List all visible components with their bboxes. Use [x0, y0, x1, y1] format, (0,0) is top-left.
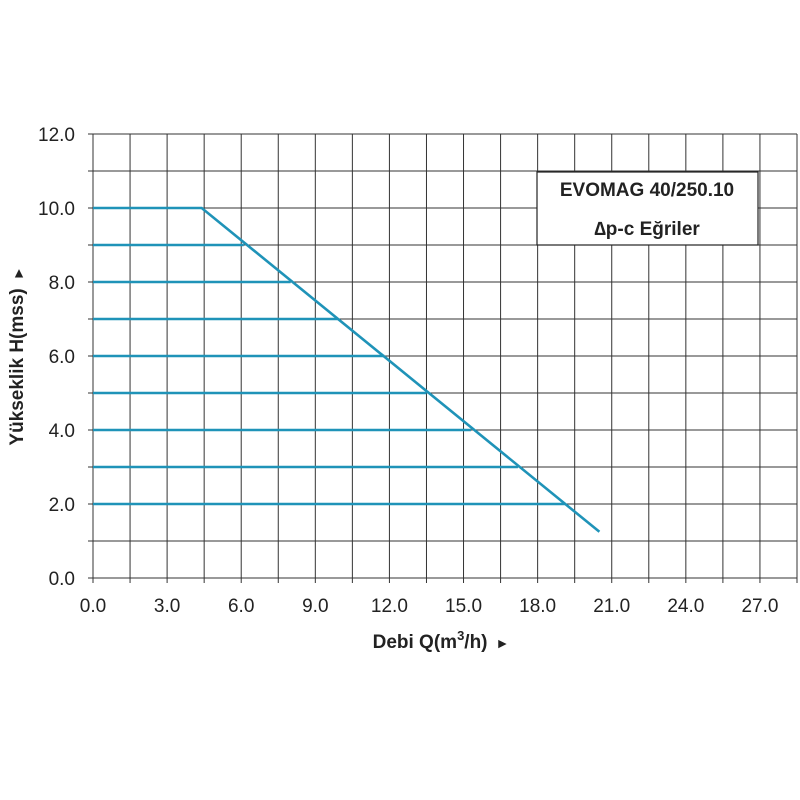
- x-tick-label: 18.0: [519, 596, 556, 617]
- y-axis-title-text: Yükseklik H(mss): [7, 288, 28, 445]
- legend-box: EVOMAG 40/250.10 ∆p-c Eğriler: [536, 171, 759, 246]
- chart-subtitle: ∆p-c Eğriler: [594, 219, 700, 240]
- y-axis-arrow: ►: [10, 266, 26, 280]
- x-tick-label: 12.0: [371, 596, 408, 617]
- x-tick-label: 3.0: [154, 596, 180, 617]
- y-axis-title: Yükseklik H(mss) ►: [7, 266, 28, 445]
- y-tick-label: 6.0: [49, 347, 75, 368]
- x-tick-label: 15.0: [445, 596, 482, 617]
- x-axis-arrow: ►: [496, 635, 510, 651]
- x-axis-title: Debi Q(m3/h) ►: [373, 628, 510, 653]
- x-tick-label: 0.0: [80, 596, 106, 617]
- x-tick-label: 21.0: [593, 596, 630, 617]
- y-tick-label: 10.0: [38, 199, 75, 220]
- x-tick-label: 24.0: [667, 596, 704, 617]
- y-tick-label: 8.0: [49, 273, 75, 294]
- chart-title: EVOMAG 40/250.10: [560, 180, 734, 201]
- series-lines: [93, 206, 601, 533]
- y-tick-label: 12.0: [38, 125, 75, 146]
- tick-labels: 0.0 3.0 6.0 9.0 12.0 15.0 18.0 21.0 24.0 27.0 0.0 2…: [38, 125, 778, 617]
- series-line-0: [93, 206, 601, 533]
- y-tick-label: 0.0: [49, 569, 75, 590]
- x-tick-label: 27.0: [741, 596, 778, 617]
- x-axis-title-prefix: Debi Q(m: [373, 632, 457, 653]
- x-tick-label: 9.0: [302, 596, 328, 617]
- x-axis-title-suffix: /h): [464, 632, 487, 653]
- x-tick-label: 6.0: [228, 596, 254, 617]
- y-tick-label: 4.0: [49, 421, 75, 442]
- y-tick-label: 2.0: [49, 495, 75, 516]
- x-axis-title-sup: 3: [457, 628, 464, 643]
